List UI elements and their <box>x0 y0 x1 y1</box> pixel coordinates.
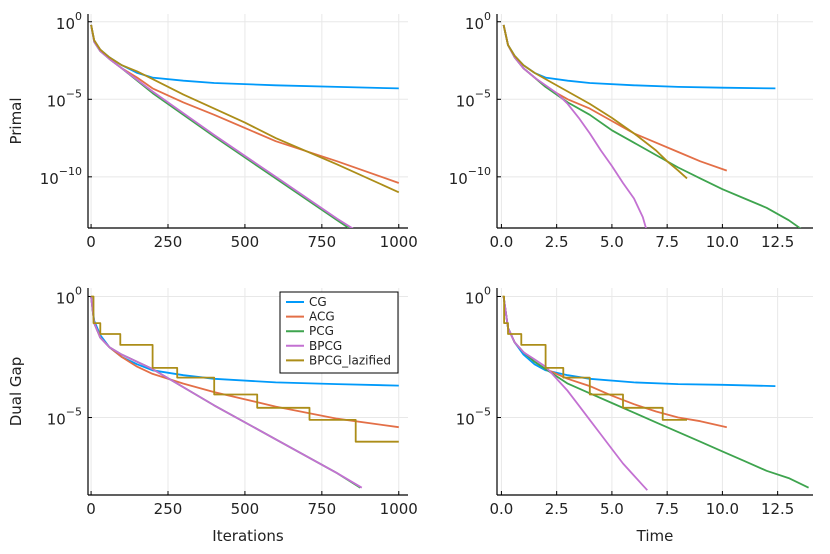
y-tick-label: 100 <box>56 284 82 307</box>
y-tick-exponent: 0 <box>75 284 82 297</box>
legend-label: BPCG <box>309 339 342 353</box>
y-tick-base: 10 <box>465 289 484 307</box>
series-line-bpcg-lazified <box>90 24 400 194</box>
x-tick-label: 0 <box>86 233 96 251</box>
series-line-bpcg <box>502 24 647 228</box>
series-line-bpcg-lazified <box>502 24 688 180</box>
grid <box>88 288 408 495</box>
x-tick-label: 10.0 <box>706 500 739 518</box>
series-line-bpcg <box>502 296 648 491</box>
x-tick-label: 12.5 <box>761 233 794 251</box>
y-tick-base: 10 <box>56 289 75 307</box>
x-tick-label: 2.5 <box>545 500 569 518</box>
y-tick-base: 10 <box>47 92 66 110</box>
y-tick-exponent: 0 <box>484 284 491 297</box>
y-tick-exponent: −10 <box>59 165 82 178</box>
y-tick-exponent: −5 <box>66 87 82 100</box>
y-tick-base: 10 <box>40 170 59 188</box>
series-group <box>502 295 809 491</box>
y-tick-base: 10 <box>47 411 66 429</box>
x-tick-label: 2.5 <box>545 233 569 251</box>
y-tick-base: 10 <box>456 92 475 110</box>
y-tick-base: 10 <box>56 15 75 33</box>
legend-label: ACG <box>309 310 335 324</box>
series-line-bpcg-lazified <box>91 295 399 443</box>
y-tick-base: 10 <box>465 15 484 33</box>
y-tick-label: 10−5 <box>456 87 491 110</box>
y-tick-label: 10−10 <box>449 165 491 188</box>
x-tick-label: 12.5 <box>761 500 794 518</box>
x-tick-label: 750 <box>308 233 337 251</box>
x-tick-label: 500 <box>231 500 260 518</box>
x-tick-label: 1000 <box>380 500 418 518</box>
legend-label: PCG <box>309 324 334 338</box>
series-line-bpcg <box>90 296 363 489</box>
y-tick-exponent: −5 <box>475 87 491 100</box>
series-line-pcg <box>90 24 351 228</box>
grid <box>497 288 813 495</box>
y-tick-exponent: −5 <box>475 406 491 419</box>
y-tick-label: 10−5 <box>47 87 82 110</box>
y-tick-base: 10 <box>449 170 468 188</box>
y-tick-label: 10−10 <box>40 165 82 188</box>
series-group <box>90 295 399 489</box>
y-tick-label: 10−5 <box>47 406 82 429</box>
series-line-cg <box>502 296 776 387</box>
series-group <box>90 24 400 228</box>
x-tick-label: 0.0 <box>489 500 513 518</box>
series-line-bpcg-lazified <box>502 295 687 421</box>
x-axis-label: Iterations <box>212 527 284 545</box>
series-line-acg <box>502 24 728 172</box>
series-line-bpcg <box>90 24 354 228</box>
series-group <box>502 24 802 228</box>
y-axis-label: Dual Gap <box>7 357 25 427</box>
y-tick-exponent: 0 <box>484 10 491 23</box>
y-axis-label: Primal <box>7 97 25 144</box>
x-tick-label: 250 <box>154 500 183 518</box>
x-tick-label: 750 <box>308 500 337 518</box>
y-tick-base: 10 <box>456 411 475 429</box>
x-tick-label: 10.0 <box>706 233 739 251</box>
x-axis-label: Time <box>636 527 674 545</box>
x-tick-label: 7.5 <box>655 500 679 518</box>
legend-label: CG <box>309 295 327 309</box>
y-tick-exponent: 0 <box>75 10 82 23</box>
x-tick-label: 5.0 <box>600 233 624 251</box>
x-tick-label: 500 <box>231 233 260 251</box>
series-line-pcg <box>502 296 809 489</box>
y-tick-exponent: −10 <box>468 165 491 178</box>
y-tick-label: 100 <box>56 10 82 33</box>
x-tick-label: 7.5 <box>655 233 679 251</box>
x-tick-label: 0.0 <box>489 233 513 251</box>
y-tick-exponent: −5 <box>66 406 82 419</box>
x-tick-label: 5.0 <box>600 500 624 518</box>
series-line-cg <box>90 296 399 387</box>
x-tick-label: 1000 <box>380 233 418 251</box>
legend-label: BPCG_lazified <box>309 353 391 367</box>
grid <box>497 14 813 228</box>
series-line-pcg <box>502 24 802 228</box>
grid <box>88 14 408 228</box>
y-tick-label: 10−5 <box>456 406 491 429</box>
y-tick-label: 100 <box>465 10 491 33</box>
y-tick-label: 100 <box>465 284 491 307</box>
x-tick-label: 250 <box>154 233 183 251</box>
x-tick-label: 0 <box>86 500 96 518</box>
